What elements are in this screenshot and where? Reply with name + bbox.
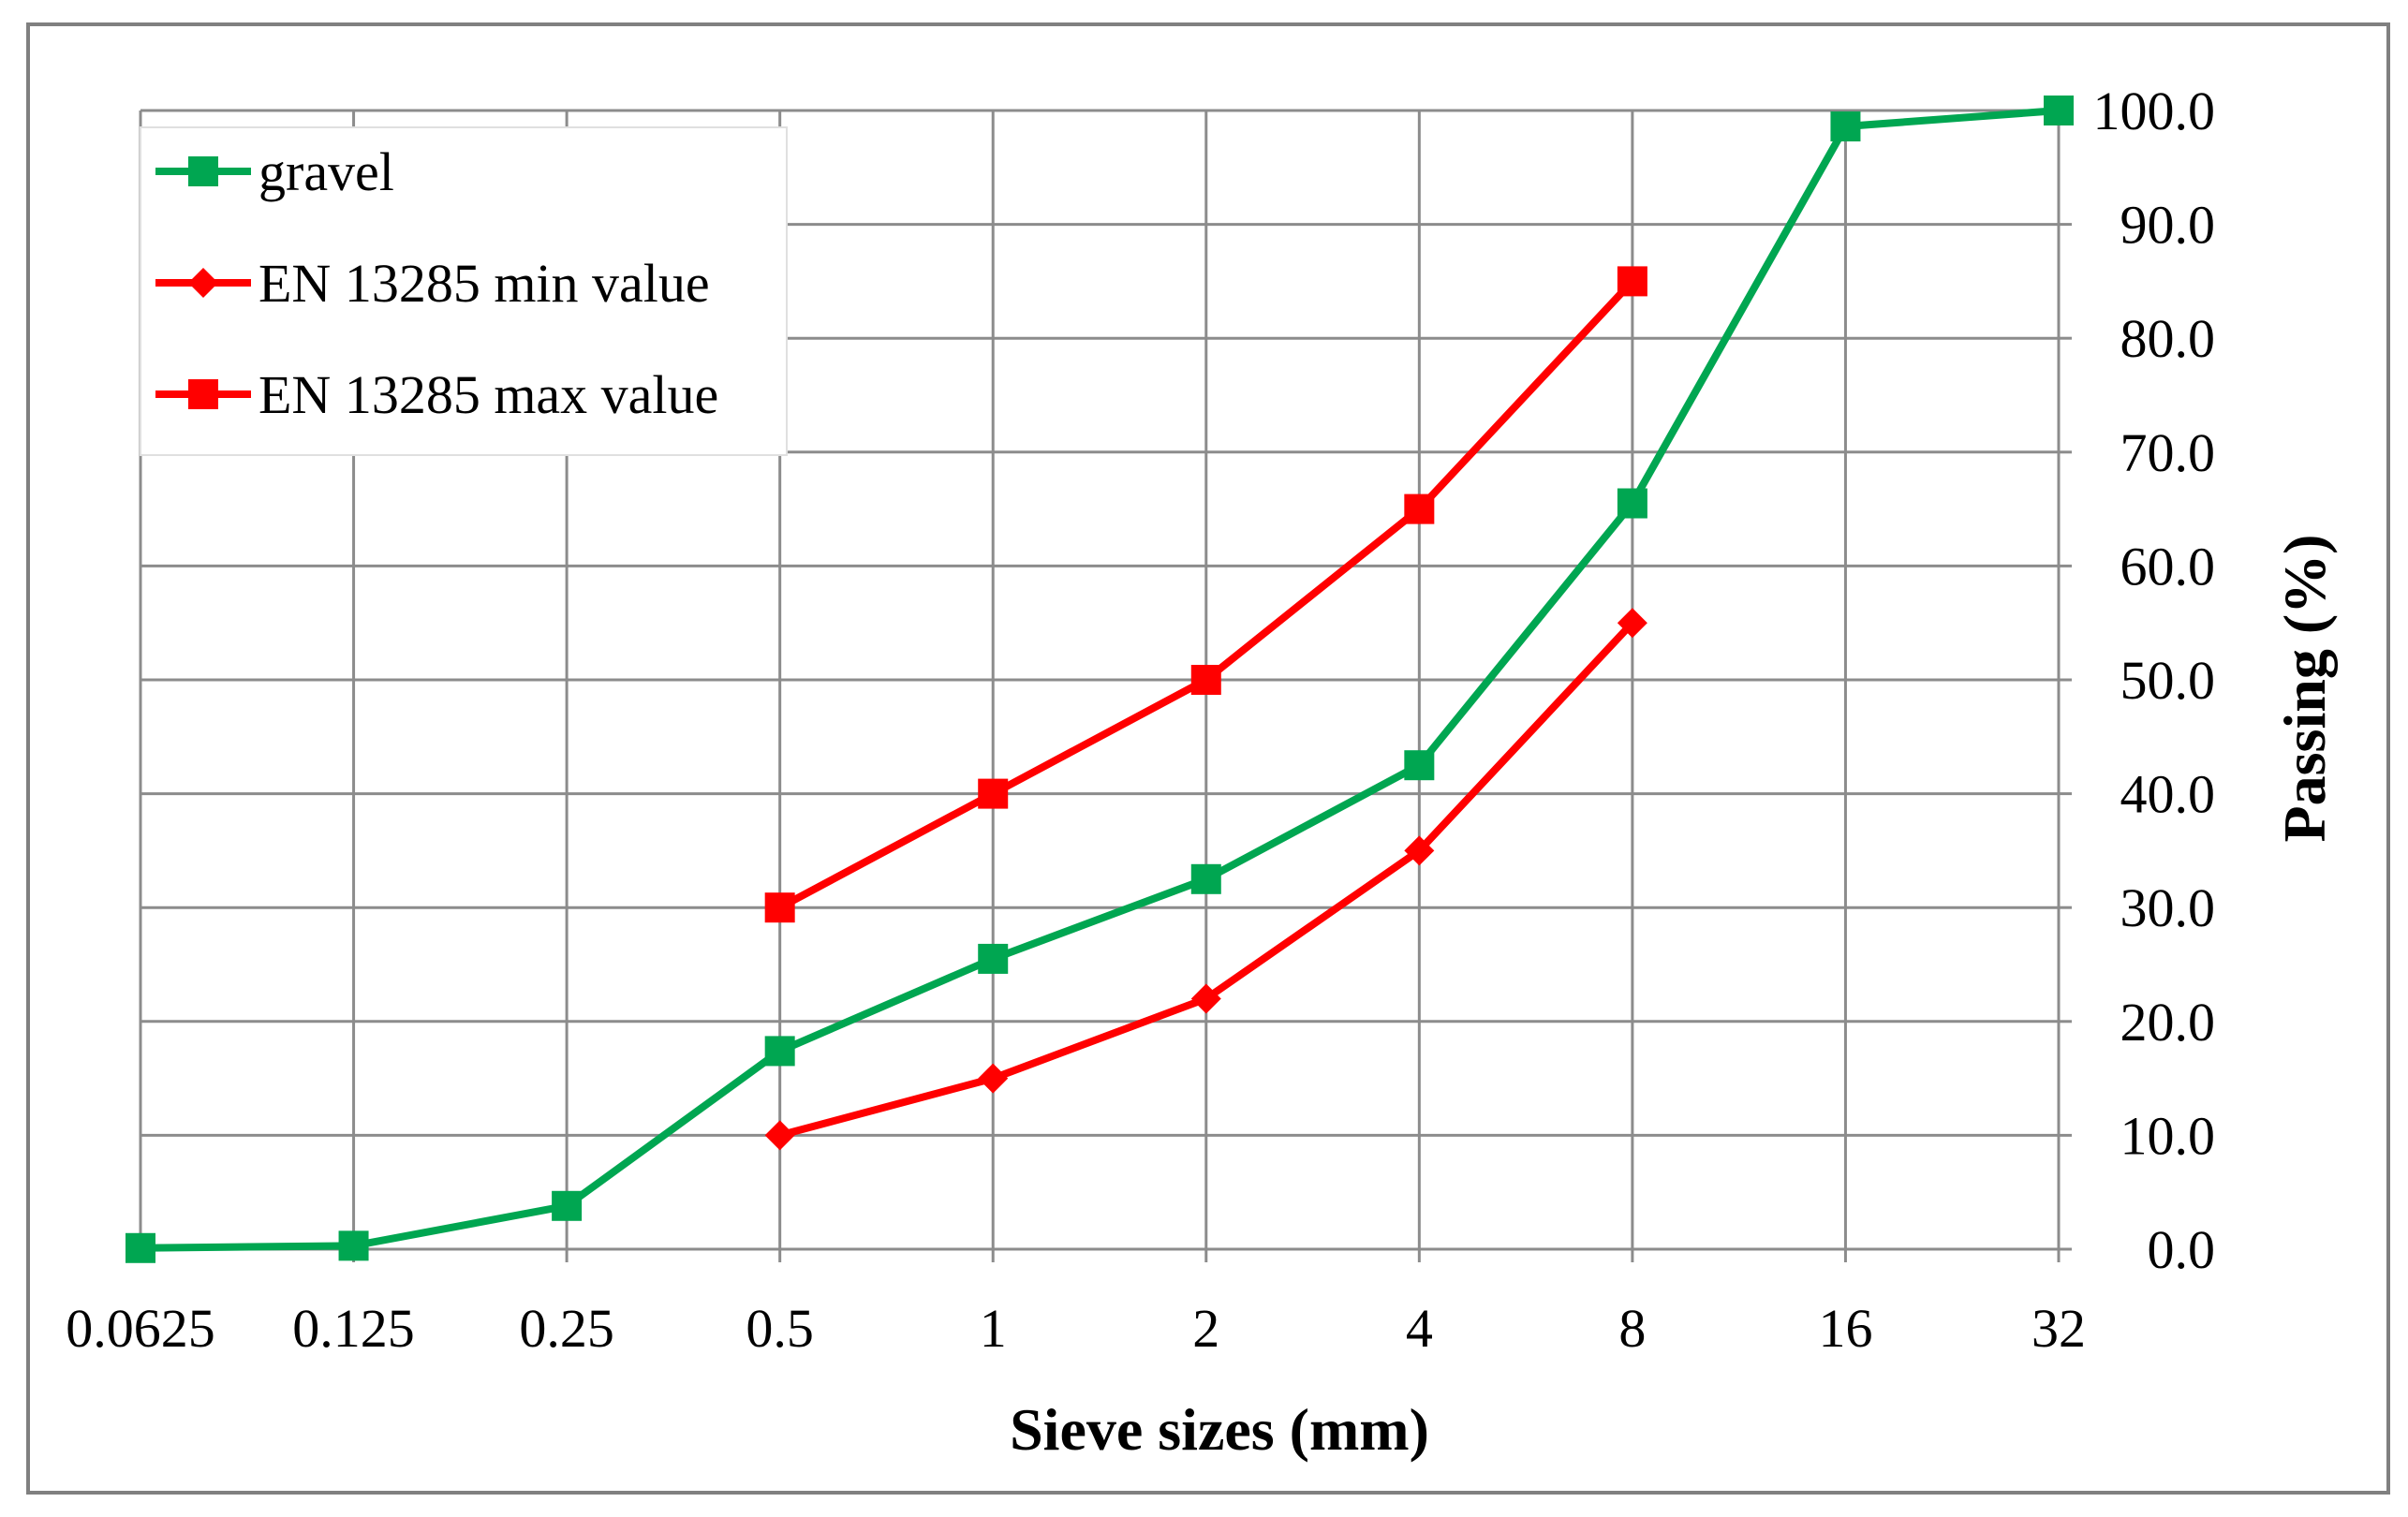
x-tick-label: 4 (1406, 1298, 1433, 1359)
series-0 (126, 96, 2074, 1263)
y-tick-label: 60.0 (2120, 536, 2216, 596)
data-point (126, 1232, 155, 1263)
data-point (764, 1120, 795, 1151)
legend-label: EN 13285 max value (259, 364, 718, 425)
data-point (1404, 835, 1435, 866)
x-tick-label: 0.0625 (66, 1298, 215, 1359)
x-axis-title: Sieve sizes (mm) (1010, 1396, 1429, 1463)
data-point (1190, 665, 1221, 695)
y-tick-label: 90.0 (2120, 195, 2216, 256)
x-tick-label: 0.125 (292, 1298, 415, 1359)
data-point (338, 1230, 369, 1261)
series-2 (764, 266, 1647, 923)
data-point (1830, 111, 1861, 142)
data-point (1190, 863, 1221, 894)
legend-marker (188, 156, 218, 186)
data-point (1617, 608, 1647, 639)
series-line (140, 107, 2060, 1252)
y-tick-label: 40.0 (2120, 764, 2216, 825)
data-point (552, 1190, 583, 1221)
data-point (764, 892, 795, 923)
y-tick-label: 30.0 (2120, 877, 2216, 938)
legend-box (140, 126, 788, 456)
y-axis-ticks: 0.0 10.0 20.0 30.0 40.0 50.0 60.0 70.0 80.0 90.0 1… (2093, 81, 2216, 1280)
y-tick-label: 10.0 (2120, 1105, 2216, 1166)
y-axis-title: Passing (%) (2271, 535, 2338, 843)
data-point (978, 943, 1009, 974)
series-1 (764, 608, 1647, 1151)
legend-item: gravel (155, 141, 394, 202)
data-point (978, 778, 1009, 809)
data-point (1617, 488, 1647, 519)
y-tick-label: 50.0 (2120, 650, 2216, 711)
x-tick-label: 8 (1618, 1298, 1646, 1359)
legend-item: EN 13285 max value (155, 364, 718, 425)
legend-marker (188, 379, 218, 409)
data-point (1617, 266, 1647, 297)
y-tick-label: 100.0 (2093, 81, 2216, 141)
x-tick-label: 1 (980, 1298, 1007, 1359)
data-point (1190, 983, 1221, 1014)
x-tick-label: 32 (2031, 1298, 2086, 1359)
legend-entries: gravel EN 13285 min value EN 13285 max val… (155, 141, 718, 425)
legend-marker (188, 268, 218, 298)
data-point (764, 1036, 795, 1067)
y-tick-label: 0.0 (2148, 1219, 2216, 1280)
x-axis-ticks: 0.0625 0.125 0.25 0.5 1 2 4 8 16 32 (66, 1298, 2086, 1359)
legend-label: gravel (259, 141, 394, 202)
y-tick-label: 80.0 (2120, 308, 2216, 369)
y-tick-label: 20.0 (2120, 992, 2216, 1053)
data-point (1404, 750, 1435, 781)
data-point (2044, 96, 2074, 125)
legend: gravel EN 13285 min value EN 13285 max val… (140, 126, 788, 456)
data-point (978, 1063, 1009, 1094)
x-tick-label: 16 (1818, 1298, 1872, 1359)
x-tick-label: 0.5 (746, 1298, 814, 1359)
y-tick-label: 70.0 (2120, 422, 2216, 483)
series-group (126, 96, 2074, 1263)
x-tick-label: 0.25 (519, 1298, 614, 1359)
legend-label: EN 13285 min value (259, 253, 710, 314)
data-point (1404, 493, 1435, 524)
legend-item: EN 13285 min value (155, 253, 710, 314)
x-tick-label: 2 (1192, 1298, 1219, 1359)
